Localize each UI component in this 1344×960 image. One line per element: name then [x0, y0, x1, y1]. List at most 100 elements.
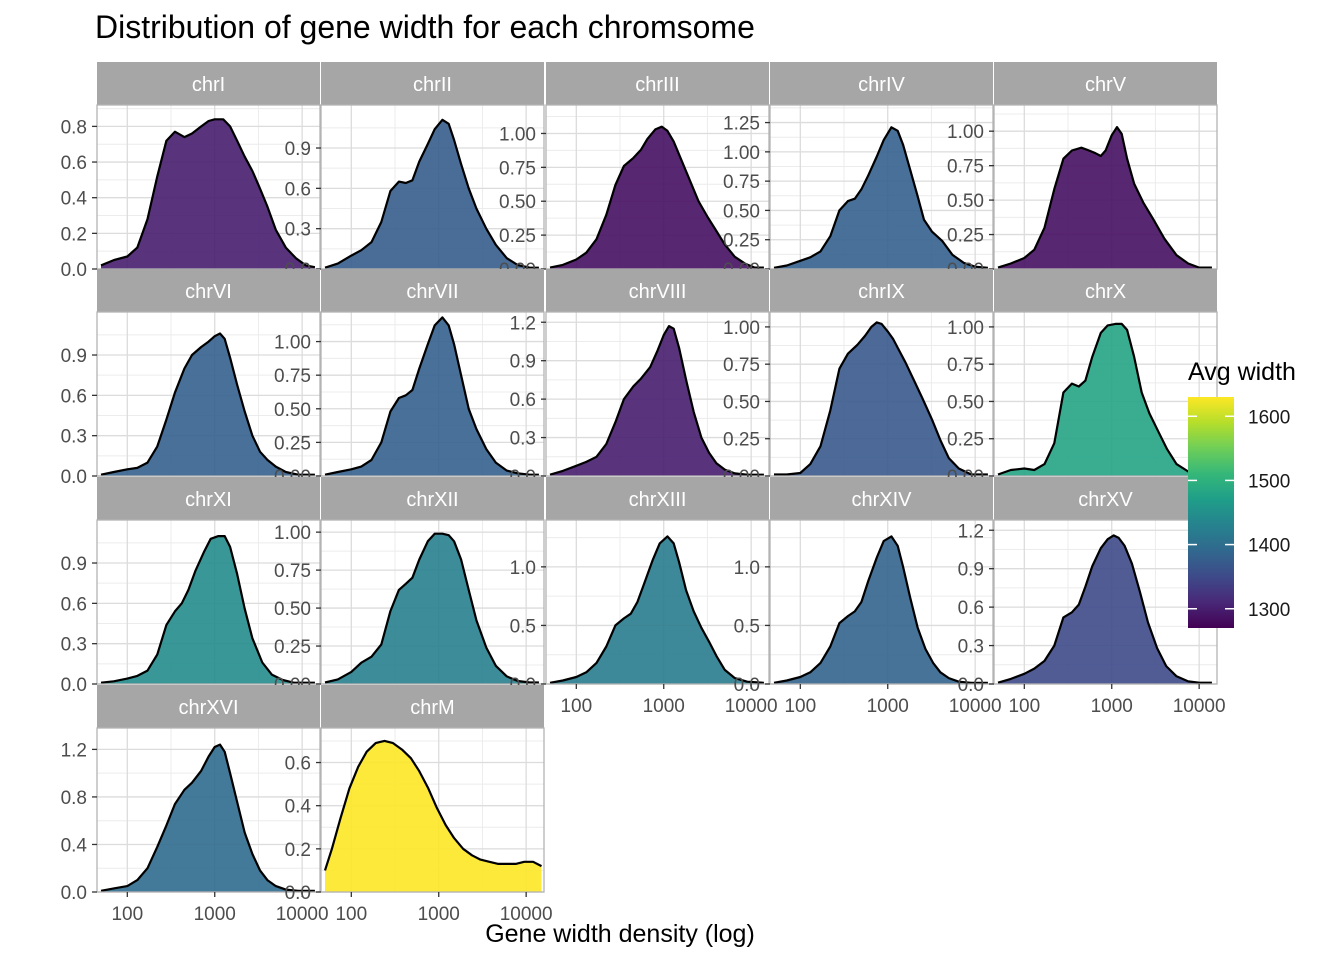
y-tick-label-chrv: 0.25 [947, 226, 984, 247]
panel-chri: chrI 0.0 0.2 0.4 0.6 0.8 [61, 62, 321, 281]
density-area-chrxi [101, 536, 315, 684]
strip-label-chrix: chrIX [858, 281, 905, 303]
strip-chrm [321, 685, 544, 728]
y-tick-label-chriv: 1.00 [723, 143, 760, 164]
density-area-chrvii [325, 317, 539, 476]
y-tick-label-chrxii: 0.50 [274, 599, 311, 620]
density-line-chriii [549, 125, 764, 269]
y-tick-label-chrm: 0.0 [285, 883, 311, 904]
strip-chrv [994, 62, 1217, 105]
panel-chrxvi: chrXVI 0.0 0.4 0.8 1.2 100 1000 10000 [61, 685, 329, 925]
y-tick-label-chri: 0.2 [61, 224, 87, 245]
y-tick-label-chrix: 0.25 [723, 430, 760, 451]
strip-chrxiii [546, 477, 769, 520]
strip-label-chrxi: chrXI [185, 489, 232, 511]
strip-label-chrxv: chrXV [1078, 489, 1133, 511]
strip-label-chrii: chrII [413, 74, 452, 96]
y-tick-label-chrxv: 0.3 [958, 637, 984, 658]
y-tick-label-chriii: 1.00 [499, 124, 536, 145]
y-tick-label-chrxiv: 1.0 [734, 558, 760, 579]
panel-chrxv: chrXV 0.0 0.3 0.6 0.9 1.2 100 1000 10000 [958, 477, 1226, 717]
x-tick-label-chrxvi: 1000 [194, 904, 236, 925]
strip-label-chrxiii: chrXIII [629, 489, 687, 511]
strip-chrxii [321, 477, 544, 520]
y-tick-label-chrxiii: 1.0 [510, 558, 536, 579]
x-tick-label-chrxiii: 10000 [725, 696, 778, 717]
strip-chrxiv [770, 477, 993, 520]
chart-title: Distribution of gene width for each chro… [95, 9, 755, 45]
density-line-chrv [997, 126, 1212, 269]
x-tick-label-chrxiii: 1000 [643, 696, 685, 717]
density-area-chrxv [998, 535, 1212, 684]
density-area-chrix [774, 322, 988, 476]
strip-label-chrv: chrV [1085, 74, 1127, 96]
density-line-chrxi [100, 535, 315, 684]
y-tick-label-chrii: 0.3 [285, 220, 311, 241]
y-tick-label-chrvii: 1.00 [274, 333, 311, 354]
strip-label-chrxvi: chrXVI [178, 697, 238, 719]
strip-chrix [770, 269, 993, 312]
panel-chrxiii: chrXIII 0.0 0.5 1.0 100 1000 10000 [510, 477, 778, 717]
panel-border-chrviii [545, 311, 770, 477]
y-tick-label-chrxi: 0.3 [61, 635, 87, 656]
y-tick-label-chrxii: 0.75 [274, 561, 311, 582]
legend-title: Avg width [1188, 358, 1296, 386]
strip-label-chriii: chrIII [635, 74, 679, 96]
colorbar-label: 1400 [1248, 536, 1290, 557]
density-line-chrxiii [549, 535, 764, 684]
y-tick-label-chrv: 0.50 [947, 191, 984, 212]
x-tick-label-chrxv: 100 [1008, 696, 1040, 717]
y-tick-label-chrx: 0.50 [947, 392, 984, 413]
density-line-chriv [773, 126, 988, 269]
panel-chrxi: chrXI 0.0 0.3 0.6 0.9 [61, 477, 321, 696]
y-tick-label-chri: 0.4 [61, 189, 88, 210]
y-tick-label-chrxii: 1.00 [274, 523, 311, 544]
y-tick-label-chrvi: 0.9 [61, 346, 87, 367]
y-tick-label-chriv: 0.50 [723, 201, 760, 222]
y-tick-label-chriv: 0.25 [723, 231, 760, 252]
y-tick-label-chrvii: 0.25 [274, 433, 311, 454]
y-tick-label-chrx: 0.75 [947, 355, 984, 376]
x-tick-label-chrxv: 1000 [1091, 696, 1133, 717]
y-tick-label-chrviii: 1.2 [510, 313, 536, 334]
y-tick-label-chrm: 0.6 [285, 754, 311, 775]
y-tick-label-chrii: 0.9 [285, 139, 311, 160]
density-area-chrv [998, 127, 1212, 269]
panel-border-chrxvi [96, 727, 321, 893]
strip-label-chrm: chrM [410, 697, 454, 719]
colorbar [1188, 397, 1234, 628]
panel-chrm: chrM 0.0 0.2 0.4 0.6 100 1000 10000 [285, 685, 553, 925]
colorbar-label: 1300 [1248, 600, 1290, 621]
density-line-chrix [774, 321, 988, 476]
density-line-chrm [323, 739, 543, 871]
density-line-chrxiv [773, 535, 988, 684]
y-tick-label-chriii: 0.75 [499, 158, 536, 179]
y-tick-label-chri: 0.6 [61, 153, 87, 174]
y-tick-label-chrm: 0.2 [285, 840, 311, 861]
density-line-chrvii [324, 316, 539, 476]
density-line-chrxv [997, 534, 1212, 684]
y-tick-label-chrvii: 0.50 [274, 400, 311, 421]
strip-chri [97, 62, 320, 105]
x-tick-label-chrxiii: 100 [560, 696, 592, 717]
x-tick-label-chrm: 10000 [500, 904, 553, 925]
y-tick-label-chrxvi: 1.2 [61, 740, 87, 761]
y-tick-label-chrxii: 0.25 [274, 637, 311, 658]
y-tick-label-chrv: 1.00 [947, 122, 984, 143]
y-tick-label-chrxvi: 0.4 [61, 835, 88, 856]
facet-panels: chrI0.00.20.40.60.8chrII0.00.30.60.9chrI… [61, 62, 1226, 925]
panel-border-chrxiii [545, 519, 770, 685]
y-tick-label-chriii: 0.50 [499, 192, 536, 213]
panel-border-chrx [993, 311, 1218, 477]
panel-border-chrvi [96, 311, 321, 477]
y-tick-label-chrxi: 0.0 [61, 675, 87, 696]
strip-label-chrviii: chrVIII [629, 281, 687, 303]
strip-chrii [321, 62, 544, 105]
y-tick-label-chrm: 0.4 [285, 797, 312, 818]
y-tick-label-chrii: 0.6 [285, 179, 311, 200]
